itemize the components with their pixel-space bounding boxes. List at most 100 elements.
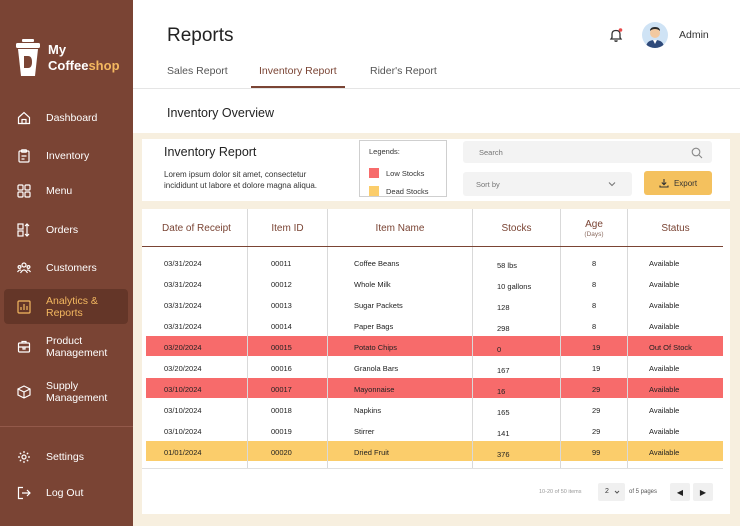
- brand-name: My Coffeeshop: [48, 42, 120, 73]
- cell-id: 00020: [271, 448, 292, 457]
- table-row[interactable]: 03/10/2024 00017 Mayonnaise 16 29 Available: [146, 378, 723, 398]
- sidebar-item-settings[interactable]: Settings: [4, 446, 128, 468]
- tab-inventory-report[interactable]: Inventory Report: [259, 65, 337, 77]
- sidebar-item-dashboard[interactable]: Dashboard: [4, 107, 128, 129]
- active-tab-indicator: [251, 86, 345, 88]
- report-title: Inventory Report: [164, 145, 257, 159]
- cell-stocks: 0: [497, 345, 502, 354]
- cell-age: 29: [592, 406, 601, 415]
- grid-icon: [16, 183, 32, 199]
- table-row[interactable]: 03/10/2024 00019 Stirrer 141 29 Available: [146, 420, 723, 440]
- column-header-age[interactable]: Age (Days): [584, 218, 604, 238]
- table-row[interactable]: 03/31/2024 00013 Sugar Packets 128 8 Availabl…: [146, 294, 723, 314]
- cell-date: 03/20/2024: [164, 364, 202, 373]
- sort-by-dropdown[interactable]: Sort by: [463, 172, 632, 196]
- prev-page-button[interactable]: ◀: [670, 483, 690, 501]
- column-header-item-id[interactable]: Item ID: [271, 222, 304, 234]
- cell-stocks: 16: [497, 387, 506, 396]
- cell-date: 03/10/2024: [164, 406, 202, 415]
- table-row[interactable]: 03/10/2024 00018 Napkins 165 29 Available: [146, 399, 723, 419]
- cell-date: 03/31/2024: [164, 322, 202, 331]
- brand-logo[interactable]: My Coffeeshop: [14, 38, 120, 78]
- export-button[interactable]: Export: [644, 171, 712, 195]
- table-bottom-divider: [142, 468, 723, 469]
- cell-name: Napkins: [354, 406, 382, 415]
- cell-age: 19: [592, 343, 601, 352]
- cell-age: 8: [592, 259, 597, 268]
- cell-status: Available: [649, 427, 680, 436]
- column-header-stocks[interactable]: Stocks: [501, 222, 532, 234]
- cell-stocks: 10 gallons: [497, 282, 532, 291]
- sidebar-item-logout[interactable]: Log Out: [4, 482, 128, 504]
- cell-date: 01/01/2024: [164, 448, 202, 457]
- cell-status: Out Of Stock: [649, 343, 692, 352]
- column-divider: [327, 209, 328, 468]
- search-box: [463, 141, 712, 163]
- cell-id: 00019: [271, 427, 292, 436]
- cell-stocks: 376: [497, 450, 510, 459]
- cell-age: 29: [592, 385, 601, 394]
- report-description: Lorem ipsum dolor sit amet, consectetur …: [164, 170, 317, 190]
- sidebar-divider: [0, 426, 133, 427]
- table-header-divider: [142, 246, 723, 247]
- next-page-button[interactable]: ▶: [693, 483, 713, 501]
- table-row[interactable]: 01/01/2024 00020 Dried Fruit 376 99 Available: [146, 441, 723, 461]
- tab-riders-report[interactable]: Rider's Report: [370, 65, 437, 77]
- tab-sales-report[interactable]: Sales Report: [167, 65, 228, 77]
- user-name[interactable]: Admin: [679, 29, 709, 41]
- bell-icon[interactable]: [608, 27, 624, 43]
- header-divider: [133, 88, 740, 89]
- sidebar-item-product-management[interactable]: Product Management: [4, 334, 128, 360]
- search-input[interactable]: [463, 141, 673, 163]
- avatar[interactable]: [642, 22, 668, 48]
- table-row[interactable]: 03/31/2024 00012 Whole Milk 10 gallons 8 Avai…: [146, 273, 723, 293]
- cell-age: 8: [592, 280, 597, 289]
- sidebar-item-menu[interactable]: Menu: [4, 180, 128, 202]
- cell-name: Dried Fruit: [354, 448, 390, 457]
- cell-stocks: 165: [497, 408, 510, 417]
- column-header-status[interactable]: Status: [661, 222, 690, 234]
- cell-id: 00011: [271, 259, 292, 268]
- chevron-down-icon: [614, 489, 620, 495]
- cell-name: Paper Bags: [354, 322, 394, 331]
- table-row[interactable]: 03/31/2024 00014 Paper Bags 298 8 Available: [146, 315, 723, 335]
- search-icon[interactable]: [691, 146, 703, 159]
- cell-age: 8: [592, 301, 597, 310]
- cell-name: Potato Chips: [354, 343, 397, 352]
- box-icon: [16, 339, 32, 355]
- legend-box: Legends: Low Stocks Dead Stocks: [359, 140, 447, 197]
- supply-icon: [16, 384, 32, 400]
- page-select[interactable]: 2: [598, 483, 625, 501]
- cell-id: 00014: [271, 322, 292, 331]
- cell-id: 00017: [271, 385, 292, 394]
- cell-status: Available: [649, 259, 680, 268]
- cell-name: Coffee Beans: [354, 259, 400, 268]
- cell-name: Sugar Packets: [354, 301, 403, 310]
- cell-id: 00018: [271, 406, 292, 415]
- column-header-date[interactable]: Date of Receipt: [162, 222, 231, 234]
- table-row[interactable]: 03/20/2024 00015 Potato Chips 0 19 Out Of Sto…: [146, 336, 723, 356]
- cell-stocks: 58 lbs: [497, 261, 518, 270]
- column-divider: [472, 209, 473, 468]
- cell-id: 00015: [271, 343, 292, 352]
- column-header-item-name[interactable]: Item Name: [375, 222, 425, 234]
- cell-status: Available: [649, 385, 680, 394]
- sidebar-item-analytics-reports[interactable]: Analytics & Reports: [4, 289, 128, 324]
- cell-age: 8: [592, 322, 597, 331]
- sidebar-item-customers[interactable]: Customers: [4, 257, 128, 279]
- table-row[interactable]: 03/31/2024 00011 Coffee Beans 58 lbs 8 Availa…: [146, 252, 723, 272]
- table-row[interactable]: 03/20/2024 00016 Granola Bars 167 19 Availabl…: [146, 357, 723, 377]
- cell-status: Available: [649, 301, 680, 310]
- legend-swatch-low: [369, 168, 379, 178]
- legend-low-stocks: Low Stocks: [369, 163, 740, 183]
- sidebar-item-inventory[interactable]: Inventory: [4, 145, 128, 167]
- cell-stocks: 128: [497, 303, 510, 312]
- cell-date: 03/31/2024: [164, 301, 202, 310]
- logout-icon: [16, 485, 32, 501]
- sidebar-item-supply-management[interactable]: Supply Management: [4, 379, 128, 405]
- cell-id: 00013: [271, 301, 292, 310]
- legend-dead-stocks: Dead Stocks: [369, 181, 740, 201]
- cell-date: 03/20/2024: [164, 343, 202, 352]
- sidebar-item-orders[interactable]: Orders: [4, 219, 128, 241]
- cell-stocks: 167: [497, 366, 510, 375]
